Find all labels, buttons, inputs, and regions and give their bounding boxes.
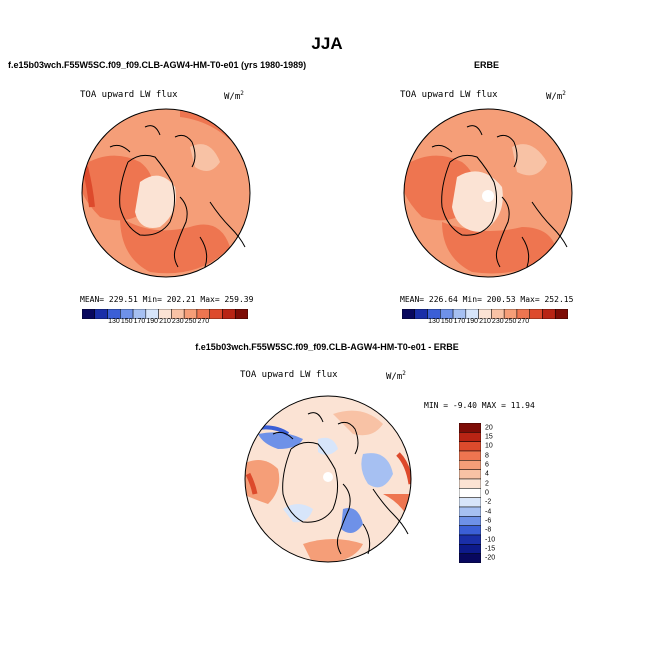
colorbar-label: -6 [485,517,492,525]
panel3-colorbar-labels: 20 15 10 8 6 4 2 0 -2 -4 -6 -8 -10 -15 -20 [485,423,525,563]
colorbar-swatch [458,506,482,517]
panel2-variable: TOA upward LW flux [400,90,498,100]
colorbar-tick-label: 250 [504,318,517,325]
colorbar-label: 8 [485,452,489,460]
colorbar-label: 4 [485,470,489,478]
colorbar-swatch [458,525,482,536]
colorbar-tick-label: 170 [133,318,146,325]
panel1-map [81,108,251,278]
colorbar-tick-label: 230 [171,318,184,325]
colorbar-tick-label: 150 [120,318,133,325]
colorbar-tick-label: 270 [197,318,210,325]
colorbar-label: 15 [485,433,493,441]
panel3-units: W/m2 [386,370,406,382]
colorbar-swatch [458,553,482,564]
colorbar-swatch [458,469,482,480]
colorbar-swatch [458,460,482,470]
colorbar-label: -10 [485,536,496,544]
panel1-colorbar [81,306,249,320]
colorbar-swatch [458,432,482,442]
colorbar-tick-label: 130 [428,318,440,325]
colorbar-tick-label: 230 [491,318,504,325]
panel3-colorbar [458,422,482,564]
panel2-colorbar [401,306,569,320]
panel3-colorbar-swatches [458,422,482,564]
panel3-header: f.e15b03wch.F55W5SC.f09_f09.CLB-AGW4-HM-… [195,342,459,352]
colorbar-label: -2 [485,498,492,506]
colorbar-tick-label: 170 [453,318,466,325]
colorbar-label: 20 [485,424,493,432]
colorbar-swatch [458,544,482,554]
colorbar-tick-label: 190 [466,318,479,325]
colorbar-swatch [458,516,482,526]
colorbar-label: -20 [485,554,496,562]
colorbar-label: -15 [485,545,496,553]
panel2-map [403,108,573,278]
colorbar-swatch [458,441,482,452]
panel1-stats: MEAN= 229.51 Min= 202.21 Max= 259.39 [80,295,254,304]
colorbar-tick-label: 130 [108,318,120,325]
colorbar-swatch [458,478,482,489]
page-title: JJA [311,34,343,53]
panel1-variable: TOA upward LW flux [80,90,178,100]
colorbar-tick-label: 190 [146,318,159,325]
colorbar-label: 2 [485,480,489,488]
colorbar-label: 10 [485,442,493,450]
colorbar-tick-label: 210 [159,318,171,325]
colorbar-tick-label: 270 [517,318,530,325]
panel2-stats: MEAN= 226.64 Min= 200.53 Max= 252.15 [400,295,574,304]
colorbar-label: 0 [485,489,489,497]
colorbar-swatch [458,450,482,461]
panel3-variable: TOA upward LW flux [240,370,338,380]
colorbar-swatch [458,488,482,498]
panel1-header: f.e15b03wch.F55W5SC.f09_f09.CLB-AGW4-HM-… [8,60,307,70]
panel3-map [244,395,412,563]
panel2-colorbar-swatches [401,308,569,320]
panel2-units: W/m2 [546,90,566,102]
colorbar-label: 6 [485,461,489,469]
panel3-stats: MIN = -9.40 MAX = 11.94 [424,401,535,410]
panel1-colorbar-ticks: 130 150 170 190 210 230 250 270 [82,318,248,328]
colorbar-tick-label: 210 [479,318,491,325]
colorbar-tick-label: 250 [184,318,197,325]
colorbar-label: -8 [485,526,492,534]
colorbar-swatch [458,497,482,508]
panel2-colorbar-ticks: 130 150 170 190 210 230 250 270 [402,318,568,328]
colorbar-swatch [458,534,482,545]
colorbar-swatch [458,422,482,433]
panel1-units: W/m2 [224,90,244,102]
panel2-header: ERBE [474,60,500,70]
colorbar-tick-label: 150 [440,318,453,325]
colorbar-label: -4 [485,508,492,516]
